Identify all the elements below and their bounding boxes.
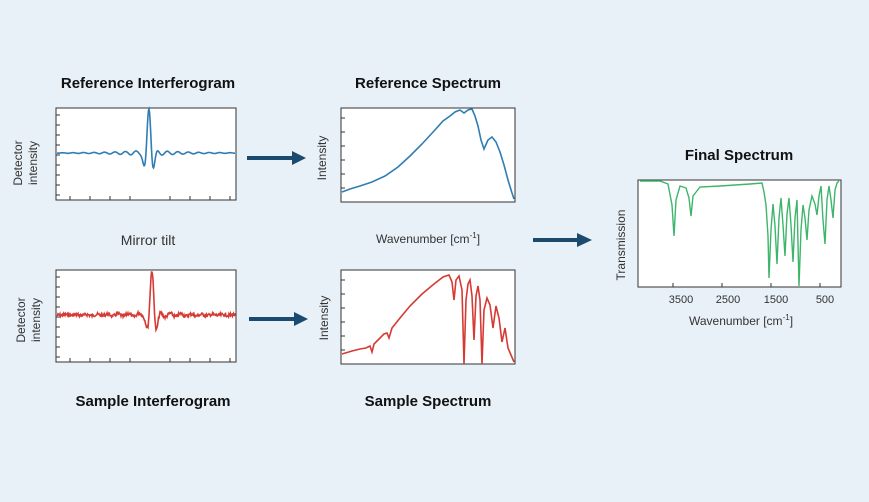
sample-detector-label-1: Detector xyxy=(14,297,28,342)
sample-detector-label-2: intensity xyxy=(29,298,43,342)
sample-interferogram-panel xyxy=(55,269,237,363)
transmission-label: Transmission xyxy=(614,210,628,281)
final-spectrum-trace xyxy=(640,180,840,287)
final-spectrum-frame xyxy=(637,179,842,288)
ref-spectrum-panel xyxy=(340,107,516,203)
final-tick-label: 500 xyxy=(816,294,834,306)
final-spectrum-title: Final Spectrum xyxy=(685,147,793,164)
final-tick-label: 2500 xyxy=(716,294,740,306)
sample-interferogram-trace xyxy=(56,271,236,333)
ref-intensity-label: Intensity xyxy=(315,136,329,181)
arrow-sample xyxy=(249,312,308,326)
sample-intensity-label: Intensity xyxy=(317,296,331,341)
sample-spectrum-trace xyxy=(341,274,515,365)
final-tick-label: 3500 xyxy=(669,294,693,306)
ref-spectrum-trace xyxy=(341,108,515,200)
mirror-tilt-label: Mirror tilt xyxy=(121,232,176,248)
ref-interferogram-trace xyxy=(57,105,235,170)
final-tick-label: 1500 xyxy=(764,294,788,306)
sample-spectrum-title: Sample Spectrum xyxy=(365,393,492,410)
final-wavenumber-label: Wavenumber [cm-1] xyxy=(689,313,793,328)
sample-spectrum-panel xyxy=(340,269,516,365)
ref-interferogram-title: Reference Interferogram xyxy=(61,75,235,92)
middle-wavenumber-label: Wavenumber [cm-1] xyxy=(376,231,480,246)
sample-interferogram-title: Sample Interferogram xyxy=(75,393,230,410)
ref-detector-label-2: intensity xyxy=(26,141,40,185)
ref-spectrum-frame xyxy=(340,107,516,203)
arrow-final xyxy=(533,233,592,247)
arrow-ref xyxy=(247,151,306,165)
final-spectrum-panel xyxy=(637,179,842,288)
ref-spectrum-title: Reference Spectrum xyxy=(355,75,501,92)
sample-spectrum-frame xyxy=(340,269,516,365)
ref-detector-label-1: Detector xyxy=(11,140,25,185)
ref-interferogram-panel xyxy=(55,105,237,201)
